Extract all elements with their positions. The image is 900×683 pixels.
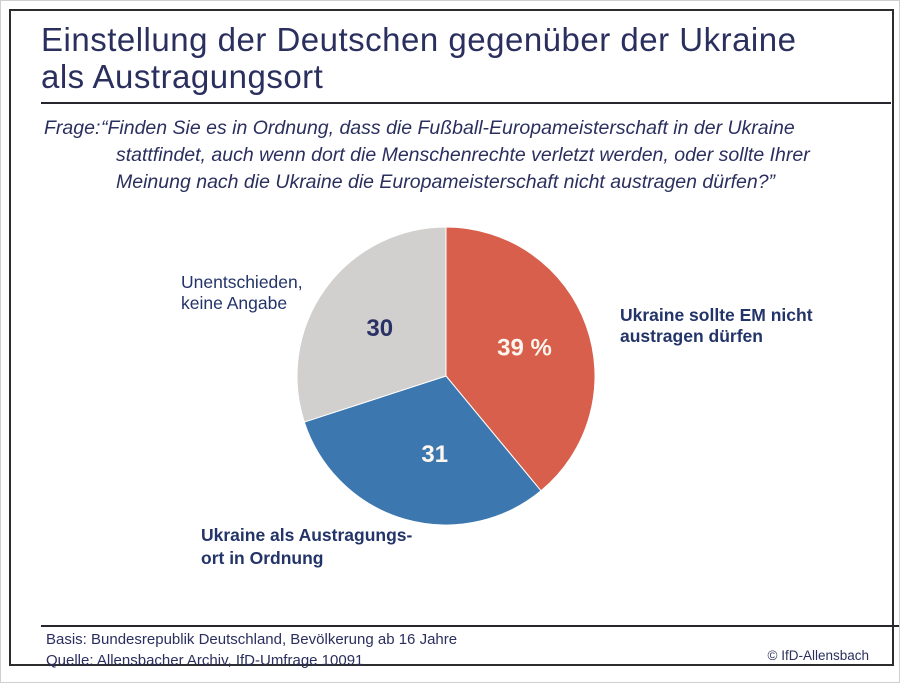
question-line2: stattfindet, auch wenn dort die Menschen… — [116, 144, 810, 166]
pie-slice-2 — [296, 226, 447, 423]
footer-source: Quelle: Allensbacher Archiv, IfD-Umfrage… — [46, 652, 364, 669]
question-line1: “Finden Sie es in Ordnung, dass die Fußb… — [101, 117, 795, 139]
slice-label-against: Ukraine sollte EM nicht austragen dürfen — [620, 305, 813, 347]
pie-slice-value-0: 39 % — [497, 335, 552, 362]
page-title-line1: Einstellung der Deutschen gegenüber der … — [41, 21, 797, 58]
chart-frame: Einstellung der Deutschen gegenüber der … — [9, 9, 899, 669]
question-text: “Finden Sie es in Ordnung, dass die Fußb… — [101, 115, 864, 196]
slice-label-against-line2: austragen dürfen — [620, 326, 763, 346]
slice-label-undecided-line2: keine Angabe — [181, 293, 288, 313]
slice-label-infavor-line2: ort in Ordnung — [201, 548, 324, 568]
slice-label-against-line1: Ukraine sollte EM nicht — [620, 305, 813, 325]
pie-slice-value-2: 30 — [366, 315, 393, 342]
footer-copyright: © IfD-Allensbach — [767, 648, 870, 663]
footer-basis: Basis: Bundesrepublik Deutschland, Bevöl… — [46, 631, 458, 648]
slice-label-undecided: Unentschieden, keine Angabe — [181, 272, 303, 314]
footer-divider — [41, 625, 899, 627]
title-divider — [41, 102, 891, 104]
pie-slice-1 — [303, 375, 542, 526]
pie-slice-value-1: 31 — [421, 441, 448, 468]
slice-label-infavor-line1: Ukraine als Austragungs- — [201, 525, 413, 545]
slice-label-infavor: Ukraine als Austragungs- ort in Ordnung — [201, 524, 412, 570]
question-line3: Meinung nach die Ukraine die Europameist… — [116, 171, 776, 193]
pie-slice-0 — [445, 226, 596, 492]
page-title-line2: als Austragungsort — [41, 58, 324, 95]
pie-chart: 39 % 31 30 — [296, 226, 596, 526]
slice-label-undecided-line1: Unentschieden, — [181, 272, 303, 292]
survey-question: Frage: “Finden Sie es in Ordnung, dass d… — [44, 115, 864, 196]
question-prefix: Frage: — [44, 117, 101, 139]
page-title: Einstellung der Deutschen gegenüber der … — [41, 21, 871, 95]
